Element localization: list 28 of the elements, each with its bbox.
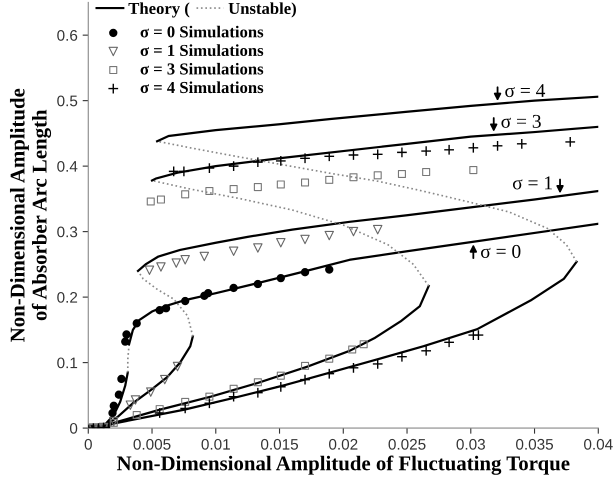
legend-label: σ = 0 Simulations <box>140 26 264 38</box>
y-tick-label: 0.4 <box>57 161 78 172</box>
x-tick-label: 0.035 <box>516 438 554 450</box>
y-tick-label: 0.6 <box>57 30 78 41</box>
annotation: σ = 1 <box>512 176 552 190</box>
x-tick-label: 0.015 <box>261 438 298 450</box>
x-tick-label: 0.025 <box>388 438 426 450</box>
y-tick-label: 0 <box>70 422 78 434</box>
y-tick-label: 0.2 <box>57 292 78 303</box>
y-tick-label: 0.5 <box>57 96 78 106</box>
y-axis-title: Non-Dimensional Amplitude of Absorber Arc Length <box>10 88 52 342</box>
x-tick-label: 0.04 <box>584 438 613 450</box>
legend-label: σ = 3 Simulations <box>140 62 264 75</box>
annotation: σ = 0 <box>481 244 520 258</box>
x-axis-title: Non-Dimensional Amplitude of Fluctuating Torque <box>116 456 570 475</box>
y-tick-label: 0.3 <box>57 226 78 238</box>
x-tick-label: 0.02 <box>329 438 358 450</box>
legend-label: Theory ( <box>128 2 190 18</box>
annotation: σ = 4 <box>505 84 546 98</box>
x-tick-label: 0 <box>84 438 92 450</box>
annotation: σ = 3 <box>501 114 541 128</box>
legend-label: Unstable) <box>228 2 296 18</box>
y-tick-label: 0.1 <box>57 357 78 368</box>
x-tick-label: 0.01 <box>202 438 230 450</box>
legend-label: σ = 1 Simulations <box>140 44 264 56</box>
legend-label: σ = 4 Simulations <box>140 81 264 94</box>
x-tick-label: 0.005 <box>134 438 170 450</box>
x-tick-label: 0.03 <box>456 438 485 450</box>
